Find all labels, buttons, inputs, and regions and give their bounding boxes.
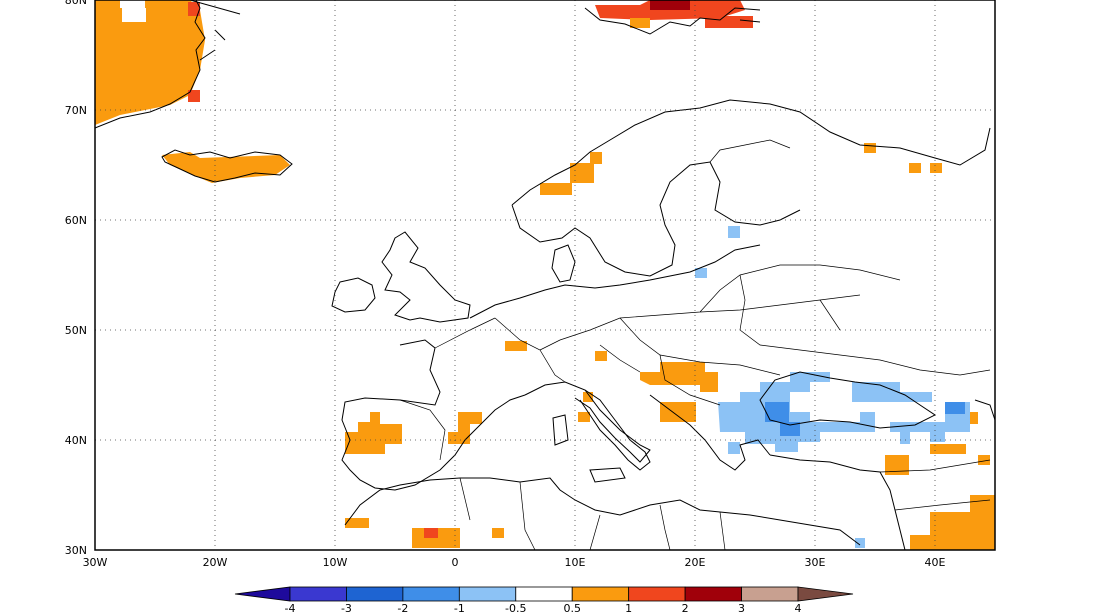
coastline-north-africa — [344, 477, 861, 546]
anomaly-cell — [540, 183, 572, 195]
lon-tick-label: 10E — [565, 556, 586, 569]
lon-tick-label: 0 — [452, 556, 459, 569]
anomaly-cell — [570, 163, 594, 183]
colorbar-label: 0.5 — [563, 602, 581, 615]
lat-tick-label: 30N — [65, 544, 87, 557]
colorbar: -4 -3 -2 -1 -0.5 0.5 1 2 3 4 — [234, 586, 854, 615]
lon-tick-label: 20W — [203, 556, 228, 569]
colorbar-arrow-high — [797, 586, 854, 602]
anomaly-cell — [728, 226, 740, 238]
anomaly-cell — [345, 518, 369, 528]
coastlines — [94, 0, 996, 551]
anomaly-cell — [578, 412, 590, 422]
lon-tick-label: 20E — [685, 556, 706, 569]
anomaly-cell — [492, 528, 504, 538]
coastline-mediterranean-north — [524, 381, 771, 471]
coastline-svalbard — [584, 7, 761, 35]
coastline-ireland — [331, 277, 376, 313]
anomaly-region-iberia-east — [448, 412, 482, 444]
coastline-scandinavia — [511, 99, 991, 277]
map-frame — [94, 0, 996, 551]
colorbar-label: 2 — [682, 602, 689, 615]
lat-tick-label: 40N — [65, 434, 87, 447]
lat-tick-label: 80N — [65, 0, 87, 7]
colorbar-label: -4 — [285, 602, 296, 615]
lon-tick-label: 30E — [805, 556, 826, 569]
anomaly-cell — [505, 341, 527, 351]
colorbar-box — [458, 586, 517, 602]
colorbar-box — [571, 586, 630, 602]
anomaly-cell — [930, 163, 942, 173]
lat-tick-label: 50N — [65, 324, 87, 337]
anomaly-cell — [650, 0, 690, 10]
anomaly-cell — [590, 152, 602, 164]
coastline-north-europe — [469, 244, 761, 319]
coastline-sicily — [589, 467, 626, 483]
anomaly-cell — [122, 8, 146, 22]
lat-tick-label: 60N — [65, 214, 87, 227]
coastline-great-britain — [381, 231, 471, 323]
lat-tick-label: 70N — [65, 104, 87, 117]
anomaly-cell — [864, 143, 876, 153]
lon-tick-label: 10W — [323, 556, 348, 569]
latitude-labels: 30N 40N 50N 60N 70N 80N — [65, 0, 87, 557]
anomaly-cell — [945, 402, 965, 414]
coastline-caspian — [974, 399, 996, 421]
anomaly-cell — [765, 402, 789, 422]
colorbar-label: 1 — [625, 602, 632, 615]
coastline-iceland — [161, 149, 293, 183]
anomaly-cell — [978, 455, 990, 465]
anomaly-cells — [95, 0, 995, 550]
anomaly-cell — [660, 402, 696, 422]
anomaly-region-middle-east — [910, 495, 995, 550]
colorbar-box — [741, 586, 799, 602]
anomaly-region-balkans — [640, 362, 718, 392]
lon-tick-label: 30W — [83, 556, 108, 569]
anomaly-cell — [780, 422, 800, 436]
colorbar-box — [515, 586, 573, 602]
lon-tick-label: 40E — [925, 556, 946, 569]
anomaly-cell — [855, 538, 865, 548]
coastline-greenland — [94, 0, 241, 129]
colorbar-label: 3 — [738, 602, 745, 615]
colorbar-box — [346, 586, 404, 602]
anomaly-cell — [188, 90, 200, 102]
anomaly-cell — [695, 268, 707, 278]
coastline-sardinia — [552, 414, 569, 446]
longitude-labels: 30W 20W 10W 0 10E 20E 30E 40E — [83, 556, 946, 569]
anomaly-cell — [705, 16, 753, 28]
colorbar-label: 4 — [795, 602, 802, 615]
coastline-france-iberia — [341, 339, 526, 491]
anomaly-cell — [188, 2, 200, 16]
anomaly-cell — [595, 351, 607, 361]
coastline-denmark — [551, 244, 576, 283]
colorbar-box — [289, 586, 347, 602]
anomaly-cell — [630, 18, 650, 28]
colorbar-box — [628, 586, 686, 602]
anomaly-cell — [930, 444, 966, 454]
colorbar-label: -3 — [341, 602, 352, 615]
anomaly-region-greenland — [95, 0, 205, 125]
coastline-italy — [579, 389, 651, 471]
anomaly-cell — [900, 432, 910, 444]
coastline-turkey-levant — [769, 454, 906, 551]
colorbar-label: -1 — [454, 602, 465, 615]
anomaly-cell — [909, 163, 921, 173]
colorbar-label: -2 — [397, 602, 408, 615]
anomaly-region-turkey-east — [852, 382, 932, 402]
anomaly-cell — [583, 392, 593, 402]
colorbar-arrow-low — [234, 586, 291, 602]
anomaly-cell — [728, 442, 740, 454]
graticule — [95, 0, 995, 550]
colorbar-label: -0.5 — [505, 602, 526, 615]
colorbar-box — [684, 586, 742, 602]
colorbar-box — [402, 586, 460, 602]
anomaly-cell — [885, 455, 909, 475]
anomaly-cell — [424, 528, 438, 538]
anomaly-region-iberia-west — [345, 412, 402, 454]
